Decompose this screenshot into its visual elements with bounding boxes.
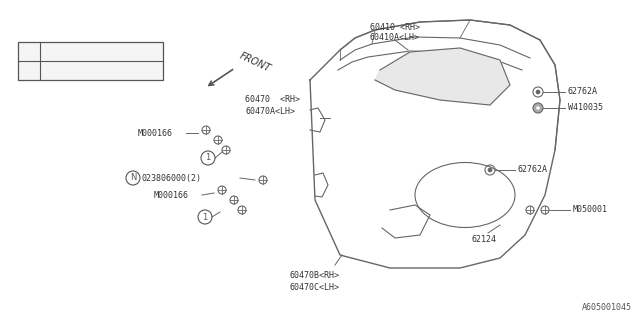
Text: A605001045: A605001045: [582, 303, 632, 312]
Text: 1: 1: [205, 154, 211, 163]
Text: 62762A: 62762A: [518, 165, 548, 174]
Text: 60470B<RH>: 60470B<RH>: [290, 270, 340, 279]
Text: M000166: M000166: [138, 129, 173, 138]
Circle shape: [488, 168, 492, 172]
Text: 62124: 62124: [472, 236, 497, 244]
Text: 60410 <RH>: 60410 <RH>: [370, 22, 420, 31]
Text: 1: 1: [202, 212, 207, 221]
Text: M050001: M050001: [573, 205, 608, 214]
Polygon shape: [375, 48, 510, 105]
Text: M000166: M000166: [154, 190, 189, 199]
Circle shape: [533, 103, 543, 113]
Text: 60470  <RH>: 60470 <RH>: [245, 95, 300, 105]
Bar: [18, 42, 163, 80]
Text: 62762A: 62762A: [568, 87, 598, 97]
Text: 60410A<LH>: 60410A<LH>: [370, 33, 420, 42]
Text: M000336<08MY->: M000336<08MY->: [44, 67, 109, 76]
Text: 60470A<LH>: 60470A<LH>: [245, 108, 295, 116]
Text: 023806000(2): 023806000(2): [142, 173, 202, 182]
Circle shape: [536, 90, 540, 94]
Text: 1: 1: [26, 46, 31, 55]
Text: M000160 <-07MY>: M000160 <-07MY>: [44, 46, 113, 55]
Text: W410035: W410035: [568, 103, 603, 113]
Text: N: N: [130, 173, 136, 182]
Circle shape: [536, 106, 540, 110]
Text: 60470C<LH>: 60470C<LH>: [290, 283, 340, 292]
Text: FRONT: FRONT: [238, 51, 273, 74]
